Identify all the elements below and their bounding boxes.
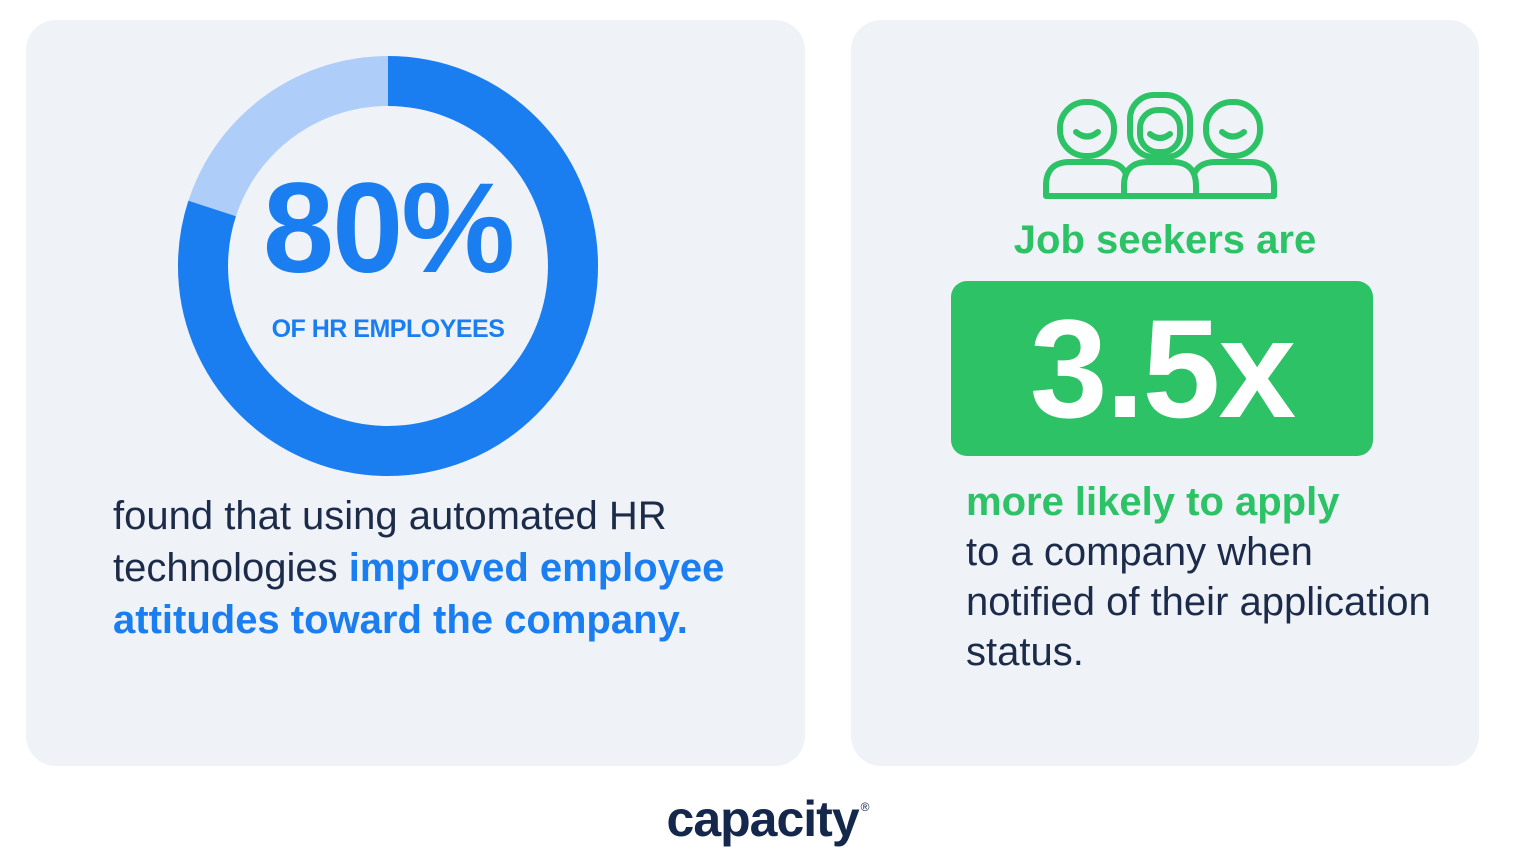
stat-badge: 3.5x: [951, 281, 1373, 456]
right-description: more likely to apply to a company when n…: [966, 477, 1446, 677]
big-percentage: 80%: [262, 156, 515, 300]
right-description-plain: to a company when notified of their appl…: [966, 530, 1431, 674]
left-description: found that using automated HR technologi…: [113, 490, 733, 646]
left-description-highlight: improved employee attitudes toward the c…: [113, 546, 725, 642]
lead-text: Job seekers are: [1013, 218, 1317, 262]
stat-value: 3.5x: [1029, 289, 1296, 447]
three-people-icon: [1043, 92, 1277, 199]
logo-wordmark: capacity: [666, 791, 860, 847]
capacity-logo: capacity ®: [0, 790, 1536, 848]
registered-mark: ®: [860, 800, 870, 814]
left-description-plain: found that using automated HR technologi…: [113, 494, 667, 590]
right-description-highlight: more likely to apply: [966, 480, 1340, 524]
donut-center: 80% OF HR EMPLOYEES: [178, 56, 598, 476]
donut-arc: [178, 56, 598, 476]
percentage-label: OF HR EMPLOYEES: [271, 314, 505, 343]
left-stat-card: [26, 20, 805, 766]
donut-chart: [178, 56, 598, 476]
